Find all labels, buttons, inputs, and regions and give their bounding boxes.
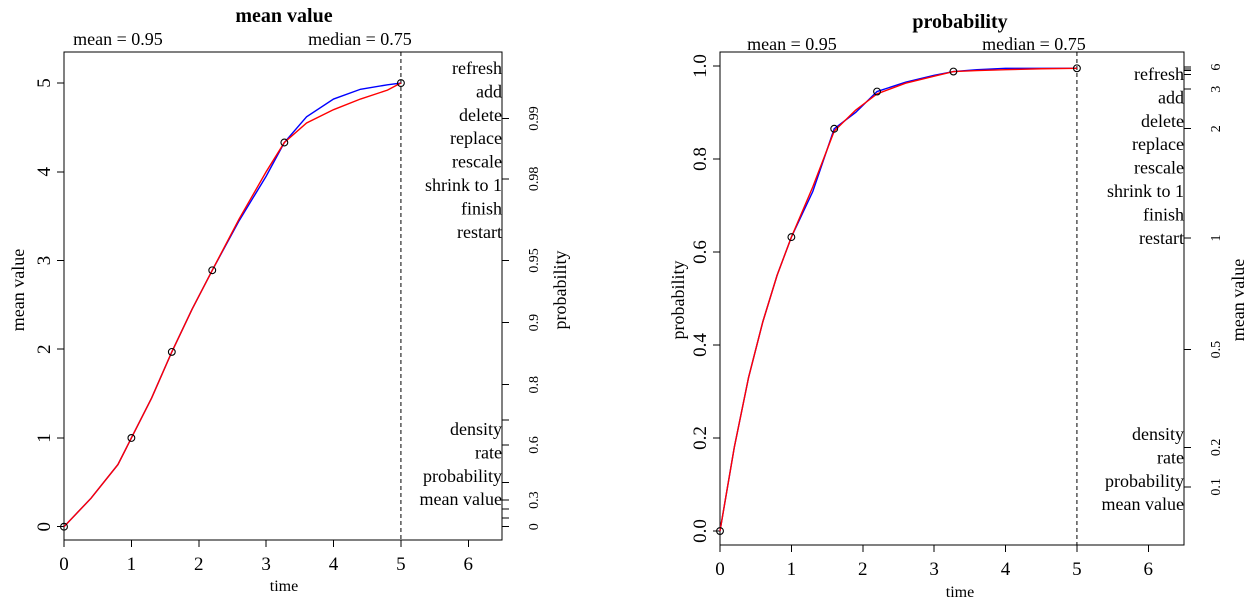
x-tick-label: 4 <box>329 554 339 575</box>
x-tick-label: 5 <box>1072 559 1082 580</box>
x-tick-label: 6 <box>1144 559 1154 580</box>
plot-type-density[interactable]: density <box>450 419 502 439</box>
knot-point[interactable] <box>873 87 881 96</box>
y-axis-label: probability <box>668 261 688 340</box>
mean-annotation: mean = 0.95 <box>73 29 163 49</box>
menu-item-finish[interactable]: finish <box>461 198 502 218</box>
y-tick-label: 4 <box>34 167 55 177</box>
menu-item-replace[interactable]: replace <box>1132 134 1184 154</box>
x-axis-label: time <box>946 584 974 601</box>
menu-item-rescale[interactable]: rescale <box>1134 158 1184 178</box>
plot-type-mean-value[interactable]: mean value <box>1102 494 1184 514</box>
median-annotation: median = 0.75 <box>308 29 412 49</box>
y-tick-label: 0.8 <box>690 147 711 171</box>
y2-tick-label: 0.98 <box>527 167 542 192</box>
y2-tick-label: 0.6 <box>527 436 542 454</box>
y-tick-label: 5 <box>34 78 55 88</box>
y2-axis-label: probability <box>550 251 570 330</box>
chart-title: probability <box>912 11 1007 33</box>
knot-point[interactable] <box>787 233 796 242</box>
y2-tick-label: 0 <box>527 523 542 530</box>
menu-item-refresh[interactable]: refresh <box>452 58 502 78</box>
y2-tick-label: 0.3 <box>527 491 542 509</box>
y-tick-label: 2 <box>34 344 55 354</box>
knot-point[interactable] <box>167 347 176 356</box>
y2-axis-label: mean value <box>1228 259 1248 341</box>
y2-tick-label: 3 <box>1209 86 1224 93</box>
chart-title: mean value <box>235 5 332 27</box>
y-tick-label: 0.6 <box>690 240 711 264</box>
series-line-2 <box>63 82 402 528</box>
menu-item-replace[interactable]: replace <box>450 128 502 148</box>
knot-point[interactable] <box>716 527 724 535</box>
plot-type-probability[interactable]: probability <box>1105 471 1184 491</box>
y-tick-label: 1.0 <box>690 54 711 78</box>
y-tick-label: 1 <box>34 433 55 443</box>
plot-frame <box>63 51 503 541</box>
knot-point[interactable] <box>208 266 217 275</box>
y2-tick-label: 0.5 <box>1209 341 1224 359</box>
knot-point[interactable] <box>830 124 839 133</box>
x-tick-label: 2 <box>858 559 868 580</box>
menu-item-finish[interactable]: finish <box>1143 204 1184 224</box>
panel-probability: probability mean = 0.95 median = 0.75 ti… <box>668 11 1248 601</box>
menu-item-refresh[interactable]: refresh <box>1134 64 1184 84</box>
knot-point[interactable] <box>396 79 405 88</box>
knot-point[interactable] <box>1072 64 1081 73</box>
y2-tick-label: 0.1 <box>1209 478 1224 496</box>
median-annotation: median = 0.75 <box>982 34 1086 54</box>
plot-type-mean-value[interactable]: mean value <box>420 489 502 509</box>
y2-tick-label: 2 <box>1209 125 1224 132</box>
knot-point[interactable] <box>280 138 289 147</box>
plot-type-rate[interactable]: rate <box>1157 447 1184 467</box>
mean-annotation: mean = 0.95 <box>747 34 837 54</box>
y-tick-label: 0 <box>34 522 55 532</box>
y2-tick-label: 0.2 <box>1209 439 1224 457</box>
x-tick-label: 5 <box>396 554 406 575</box>
y-tick-label: 0.4 <box>690 333 711 357</box>
x-tick-label: 6 <box>464 554 474 575</box>
menu-item-restart[interactable]: restart <box>457 222 502 242</box>
x-tick-label: 2 <box>194 554 204 575</box>
menu-item-rescale[interactable]: rescale <box>452 152 502 172</box>
x-tick-label: 3 <box>929 559 939 580</box>
x-tick-label: 4 <box>1001 559 1011 580</box>
series-line-1 <box>719 67 1077 532</box>
menu-item-delete[interactable]: delete <box>1141 111 1184 131</box>
menu-item-add[interactable]: add <box>1158 87 1184 107</box>
y-tick-label: 3 <box>34 256 55 266</box>
x-tick-label: 1 <box>787 559 797 580</box>
menu-item-restart[interactable]: restart <box>1139 228 1184 248</box>
x-tick-label: 1 <box>127 554 137 575</box>
panel-mean-value: mean value mean = 0.95 median = 0.75 tim… <box>8 5 570 595</box>
plot-type-probability[interactable]: probability <box>423 466 502 486</box>
series-line-2 <box>719 67 1077 532</box>
y2-tick-label: 6 <box>1209 64 1224 71</box>
x-axis-label: time <box>270 578 298 595</box>
plot-type-rate[interactable]: rate <box>475 442 502 462</box>
y2-tick-label: 0.99 <box>527 106 542 131</box>
y2-tick-label: 0.9 <box>527 314 542 332</box>
menu-item-shrink-to-1[interactable]: shrink to 1 <box>425 175 502 195</box>
y2-tick-label: 0.95 <box>527 248 542 273</box>
plot-frame <box>719 51 1185 546</box>
menu-item-delete[interactable]: delete <box>459 105 502 125</box>
series-line-1 <box>63 82 402 528</box>
knot-point[interactable] <box>127 434 136 442</box>
knot-point[interactable] <box>60 522 68 531</box>
y2-tick-label: 1 <box>1209 235 1224 242</box>
plot-type-density[interactable]: density <box>1132 424 1184 444</box>
x-tick-label: 3 <box>261 554 271 575</box>
x-tick-label: 0 <box>715 559 725 580</box>
y-tick-label: 0.2 <box>690 426 711 450</box>
y-axis-label: mean value <box>8 249 28 331</box>
menu-item-shrink-to-1[interactable]: shrink to 1 <box>1107 181 1184 201</box>
x-tick-label: 0 <box>59 554 69 575</box>
y2-tick-label: 0.8 <box>527 376 542 394</box>
y-tick-label: 0.0 <box>690 519 711 543</box>
knot-point[interactable] <box>949 67 958 76</box>
menu-item-add[interactable]: add <box>476 81 502 101</box>
